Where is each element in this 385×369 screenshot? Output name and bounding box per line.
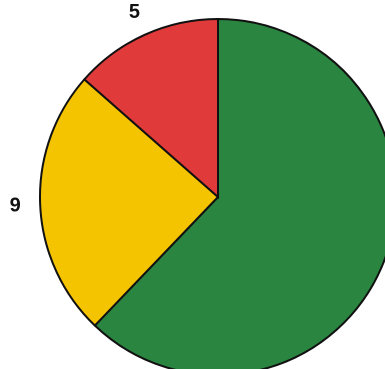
pie-data-label-5: 5 [129,1,140,23]
pie-slice-9 [39,77,220,327]
pie-slice-23 [93,17,385,369]
pie-data-labels: 2395 [10,1,140,217]
pie-data-label-9: 9 [10,195,21,217]
pie-slices [39,17,385,369]
pie-slice-5 [82,17,219,200]
